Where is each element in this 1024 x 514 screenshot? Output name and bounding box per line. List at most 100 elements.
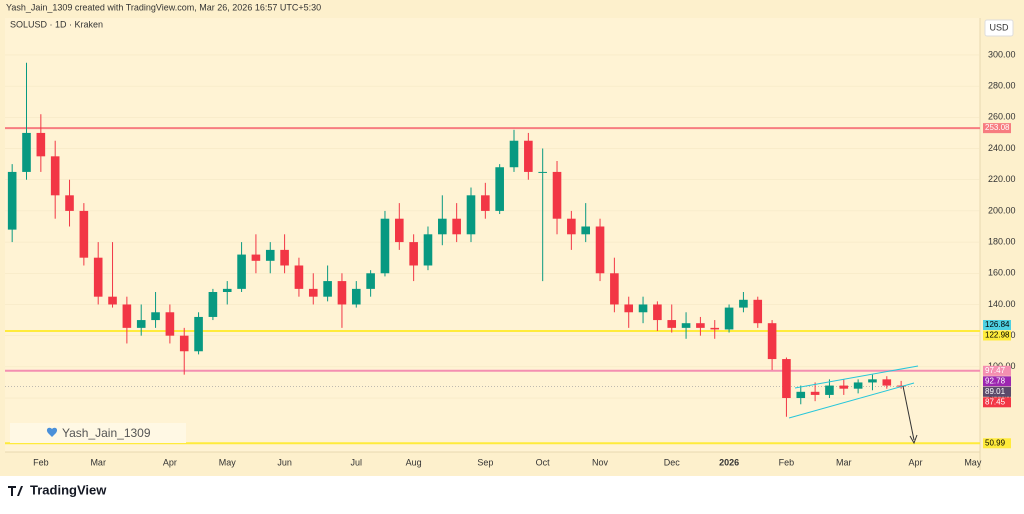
candle-body	[653, 304, 662, 321]
candle-body	[438, 218, 447, 235]
candle-body	[710, 327, 720, 330]
trend-line	[788, 382, 915, 419]
x-tick-label: Mar	[90, 457, 106, 467]
candle-body	[724, 307, 734, 330]
candle-body	[667, 320, 677, 328]
y-tick-label: 160.00	[988, 268, 1016, 278]
candle-body	[65, 195, 74, 211]
candle-body	[366, 273, 375, 289]
candle-body	[308, 288, 318, 297]
candle-body	[853, 382, 863, 389]
price-label: 87.45	[985, 397, 1006, 406]
price-label: 253.08	[985, 123, 1010, 132]
candle-body	[208, 291, 218, 317]
candle-body	[767, 323, 777, 360]
candle-body	[165, 312, 175, 336]
x-tick-label: Jul	[351, 457, 363, 467]
y-tick-label: 280.00	[988, 81, 1016, 91]
candle-body	[294, 265, 304, 289]
candle-body	[380, 218, 390, 274]
candle-body	[610, 273, 619, 305]
x-tick-label: Feb	[33, 457, 49, 467]
candle-body	[753, 299, 763, 324]
candle-body	[538, 171, 547, 173]
candle-body	[7, 171, 17, 230]
candle-body	[782, 359, 791, 399]
candle-body	[409, 242, 418, 266]
candle-body	[108, 296, 117, 305]
candle-body	[896, 385, 906, 387]
brand: TradingView	[30, 482, 107, 497]
price-label: 50.99	[985, 438, 1006, 447]
candle-body	[466, 195, 476, 235]
candle-body	[251, 254, 261, 261]
y-tick-label: 240.00	[988, 143, 1016, 153]
price-tag	[983, 123, 1011, 134]
candle-body	[395, 218, 404, 243]
x-tick-label: Jun	[277, 457, 292, 467]
candle-body	[739, 299, 748, 308]
candle-body	[179, 335, 189, 352]
candle-body	[696, 323, 705, 328]
candle-body	[136, 320, 146, 328]
candle-body	[495, 167, 504, 211]
x-tick-label: May	[964, 457, 982, 467]
price-tag	[983, 438, 1011, 449]
candle-body	[638, 304, 648, 313]
x-tick-label: Sep	[477, 457, 493, 467]
candle-body	[122, 304, 132, 328]
candle-body	[595, 226, 605, 274]
candle-body	[50, 156, 60, 196]
candle-body	[222, 288, 232, 292]
y-tick-label: 180.00	[988, 236, 1016, 246]
price-tag	[983, 376, 1011, 387]
candle-body	[624, 304, 634, 313]
price-tag	[983, 330, 1011, 341]
plot-area	[5, 18, 980, 452]
x-tick-label: Mar	[836, 457, 852, 467]
candle-body	[882, 379, 892, 386]
candle-body	[810, 391, 820, 395]
price-tag	[983, 397, 1011, 408]
candle-body	[567, 218, 576, 235]
candle-body	[22, 132, 31, 172]
x-tick-label: Oct	[536, 457, 551, 467]
byline: Yash_Jain_1309 created with TradingView.…	[6, 2, 321, 12]
candle-body	[423, 234, 433, 266]
x-tick-label: Apr	[163, 457, 177, 467]
x-tick-label: May	[219, 457, 237, 467]
candle-body	[796, 391, 806, 399]
candle-body	[552, 171, 562, 219]
x-tick-label: Dec	[664, 457, 681, 467]
candle-body	[194, 316, 203, 352]
candle-body	[151, 312, 160, 321]
candle-body	[481, 195, 490, 211]
price-label: 97.47	[985, 366, 1006, 375]
y-tick-label: 140.00	[988, 299, 1016, 309]
price-label: 89.01	[985, 387, 1006, 396]
candle-body	[323, 281, 332, 297]
candle-body	[337, 281, 347, 305]
chart-title: SOLUSD · 1D · Kraken	[10, 19, 103, 29]
candle-body	[581, 226, 590, 235]
price-tag	[983, 365, 1011, 376]
x-tick-label: 2026	[719, 457, 739, 467]
y-tick-label: 300.00	[988, 49, 1016, 59]
price-tag	[983, 386, 1011, 397]
candle-body	[452, 218, 461, 235]
candle-body	[265, 249, 275, 261]
price-label: 126.84	[985, 320, 1010, 329]
candle-body	[351, 288, 361, 305]
candle-body	[79, 210, 89, 258]
arrow	[902, 385, 915, 441]
heart-icon	[46, 427, 58, 437]
candle-body	[868, 379, 877, 383]
price-label: 92.78	[985, 376, 1006, 385]
y-tick-label: 260.00	[988, 112, 1016, 122]
watermark: Yash_Jain_1309	[62, 426, 151, 440]
x-tick-label: Aug	[406, 457, 422, 467]
candle-body	[681, 323, 691, 328]
candle-body	[36, 132, 46, 157]
y-tick-label: 220.00	[988, 174, 1016, 184]
